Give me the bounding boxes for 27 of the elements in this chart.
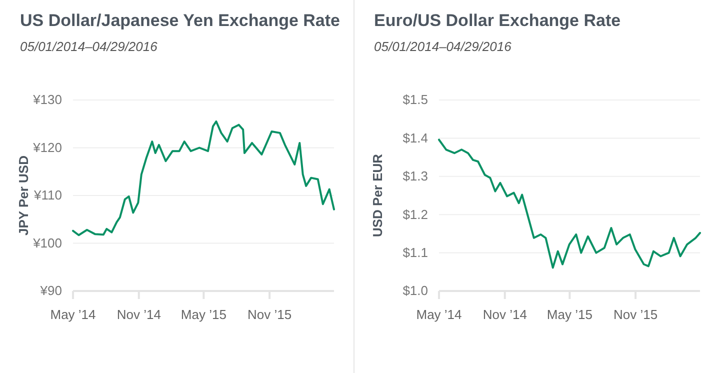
line-series	[438, 138, 701, 269]
y-tick-label: ¥100	[32, 235, 62, 250]
x-tick-label: May ’15	[180, 306, 226, 322]
x-tick-label: May ’15	[546, 306, 592, 322]
x-tick-label: Nov ’15	[248, 306, 292, 322]
y-tick-label: $1.1	[402, 244, 428, 260]
chart-subtitle: 05/01/2014–04/29/2016	[374, 39, 512, 54]
y-tick-label: $1.3	[402, 168, 428, 184]
x-tick-label: Nov ’14	[482, 306, 527, 322]
y-tick-label: $1.4	[402, 130, 428, 146]
x-tick-label: Nov ’14	[116, 306, 161, 322]
y-axis-title: JPY Per USD	[16, 156, 31, 236]
x-tick-label: Nov ’15	[614, 306, 658, 322]
y-tick-label: $1.2	[402, 206, 428, 222]
line-series	[72, 120, 335, 236]
x-tick-label: May ’14	[50, 306, 96, 322]
chart-title: Euro/US Dollar Exchange Rate	[374, 11, 621, 30]
y-tick-label: $1.0	[402, 283, 428, 298]
y-tick-label: $1.5	[402, 92, 428, 108]
chart-subtitle: 05/01/2014–04/29/2016	[20, 39, 158, 54]
y-tick-label: ¥130	[32, 92, 62, 108]
y-tick-label: ¥90	[39, 283, 62, 298]
y-axis-title: USD Per EUR	[370, 153, 385, 238]
chart-title: US Dollar/Japanese Yen Exchange Rate	[20, 11, 340, 30]
y-tick-label: ¥120	[32, 140, 62, 155]
x-tick-label: May ’14	[416, 306, 462, 322]
y-tick-label: ¥110	[33, 188, 62, 203]
